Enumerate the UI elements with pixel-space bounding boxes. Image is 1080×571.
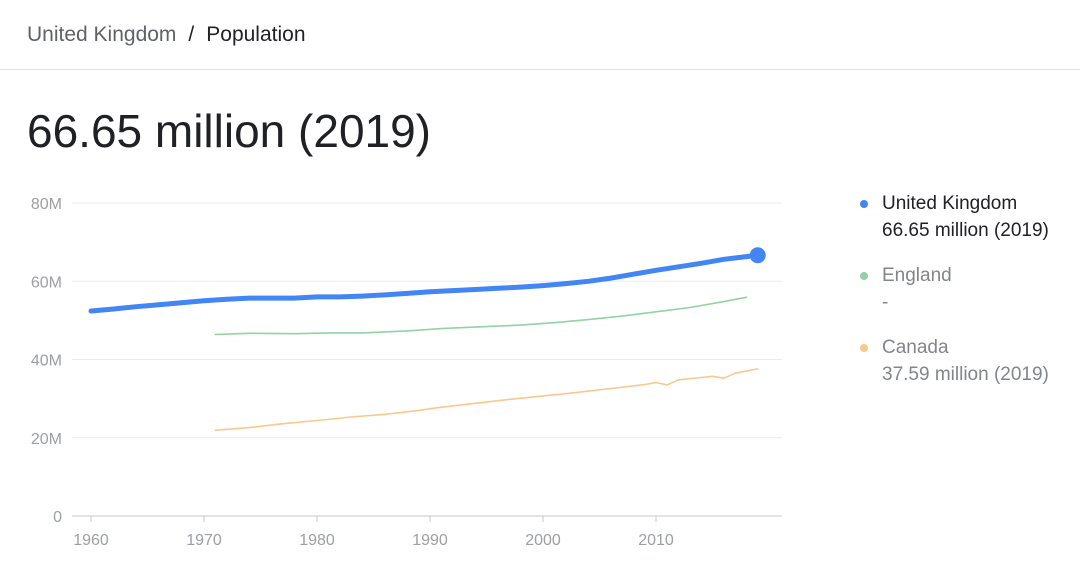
legend-name: United Kingdom <box>882 193 1018 214</box>
legend-value: 37.59 million (2019) <box>882 364 1049 385</box>
legend-item-canada[interactable]: Canada 37.59 million (2019) <box>860 334 1075 388</box>
legend-dot-united-kingdom <box>860 200 868 208</box>
x-tick-label: 1990 <box>412 532 448 549</box>
headline-value: 66.65 million (2019) <box>27 105 432 157</box>
legend-name: England <box>882 265 952 286</box>
x-tick-label: 1980 <box>299 532 335 549</box>
breadcrumb-current: Population <box>206 22 306 46</box>
x-tick-label: 2000 <box>525 532 561 549</box>
chart-legend: United Kingdom 66.65 million (2019) Engl… <box>860 190 1075 406</box>
legend-name: Canada <box>882 337 949 358</box>
x-tick-label: 2010 <box>638 532 674 549</box>
series-line-england <box>214 296 748 336</box>
series-endpoint-marker <box>749 247 766 264</box>
y-tick-label: 60M <box>31 274 62 291</box>
legend-dot-canada <box>860 344 868 352</box>
x-tick-label: 1970 <box>186 532 222 549</box>
breadcrumb-parent-link[interactable]: United Kingdom <box>27 22 177 46</box>
series-line-united-kingdom <box>88 252 761 314</box>
legend-item-england[interactable]: England - <box>860 262 1075 316</box>
y-tick-label: 0 <box>53 509 62 526</box>
x-tick-label: 1960 <box>73 532 109 549</box>
y-tick-label: 40M <box>31 353 62 370</box>
legend-dot-england <box>860 272 868 280</box>
legend-value: 66.65 million (2019) <box>882 220 1049 241</box>
series-line-canada <box>214 368 759 432</box>
breadcrumb: United Kingdom / Population <box>0 0 1080 70</box>
legend-item-united-kingdom[interactable]: United Kingdom 66.65 million (2019) <box>860 190 1075 244</box>
y-tick-label: 20M <box>31 431 62 448</box>
legend-value: - <box>882 292 889 313</box>
y-tick-label: 80M <box>31 196 62 213</box>
breadcrumb-separator: / <box>188 22 195 46</box>
